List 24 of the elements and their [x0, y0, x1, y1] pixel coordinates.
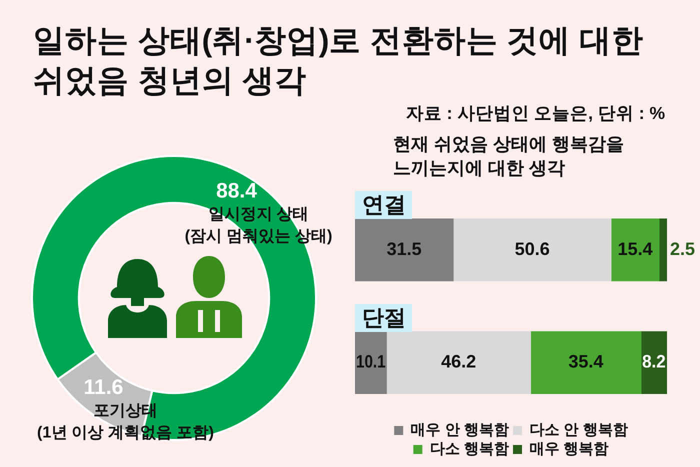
legend-label: 매우 행복함 [530, 440, 609, 458]
data-label: 46.2 [441, 352, 476, 372]
data-label: 88.4 [216, 180, 258, 203]
data-label: 11.6 [84, 376, 124, 399]
legend-label: 다소 행복함 [430, 440, 510, 458]
y-tick-label: 연결 [362, 190, 406, 219]
data-label: 35.4 [568, 352, 604, 372]
text: 자료 : 사단법인 오늘은, 단위 : % [406, 102, 665, 125]
bar [530, 331, 642, 394]
bar [452, 218, 612, 282]
data-label: 31.5 [386, 238, 422, 259]
legend-label: 다소 안 행복함 [530, 422, 628, 439]
legend-label: 매우 안 행복함 [410, 422, 510, 439]
bar [610, 218, 660, 282]
chart-title: 현재 쉬었음 상태에 행복감을 느끼는지에 대한 생각 [393, 133, 624, 180]
data-label: 15.4 [618, 238, 653, 259]
data-label: 10.1 [356, 351, 386, 372]
data-label: 50.6 [514, 238, 550, 259]
data-label: 8.2 [642, 351, 666, 372]
y-tick-label: 단절 [362, 304, 406, 332]
data-label: 2.5 [670, 238, 696, 259]
chart-title: 일하는 상태(취·창업)로 전환하는 것에 대한 쉬었음 청년의 생각 [33, 21, 644, 100]
bar [658, 218, 667, 282]
bar [386, 331, 531, 394]
